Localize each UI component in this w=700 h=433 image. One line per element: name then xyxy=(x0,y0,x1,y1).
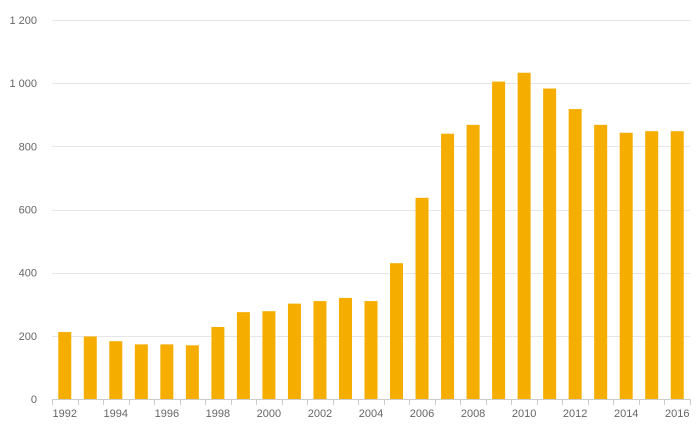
bar-2001 xyxy=(287,303,301,399)
x-tick-label: 2010 xyxy=(512,408,536,420)
x-tick-label: 2004 xyxy=(359,408,383,420)
bar-2014 xyxy=(619,132,633,399)
y-tick-label: 200 xyxy=(19,331,37,343)
x-tick-label: 2000 xyxy=(257,408,281,420)
x-tick-label: 1994 xyxy=(104,408,128,420)
bar-2007 xyxy=(441,133,455,399)
bar-2012 xyxy=(568,109,582,399)
bar-1993 xyxy=(83,336,97,399)
bar-1992 xyxy=(58,332,72,399)
x-tick-label: 2016 xyxy=(665,408,689,420)
bar-2008 xyxy=(466,124,480,400)
bar-2004 xyxy=(364,301,378,399)
bar-2006 xyxy=(415,197,429,399)
x-tick-label: 2002 xyxy=(308,408,332,420)
x-tick-label: 1996 xyxy=(155,408,179,420)
bar-2011 xyxy=(543,88,557,399)
gridlines xyxy=(52,20,690,337)
y-tick-label: 600 xyxy=(19,205,37,217)
x-tick-label: 2006 xyxy=(410,408,434,420)
bar-2009 xyxy=(492,81,506,399)
x-tick-label: 2012 xyxy=(563,408,587,420)
bar-2013 xyxy=(594,124,608,400)
x-tick-label: 1998 xyxy=(206,408,230,420)
bar-2005 xyxy=(390,263,404,399)
y-tick-label: 0 xyxy=(31,394,37,406)
bar-1999 xyxy=(236,312,250,399)
axes xyxy=(52,399,691,405)
y-tick-label: 400 xyxy=(19,268,37,280)
bar-1998 xyxy=(211,326,225,399)
bar-2000 xyxy=(262,311,276,399)
y-tick-label: 800 xyxy=(19,141,37,153)
bar-1996 xyxy=(160,344,174,399)
x-tick-label: 2008 xyxy=(461,408,485,420)
y-tick-label: 1 000 xyxy=(9,78,37,90)
bar-2015 xyxy=(645,131,659,400)
bar-1994 xyxy=(109,341,123,399)
bar-2016 xyxy=(670,131,684,400)
x-tick-label: 2014 xyxy=(614,408,638,420)
bar-1995 xyxy=(134,344,148,399)
bars xyxy=(58,72,684,400)
y-axis-labels: 0 200 400 600 800 1 000 1 200 xyxy=(9,15,37,406)
y-tick-label: 1 200 xyxy=(9,15,37,27)
x-axis-labels: 1992 1994 1996 1998 2000 2002 2004 2006 2008 2010… xyxy=(53,408,690,420)
bar-2003 xyxy=(338,297,352,399)
bar-1997 xyxy=(185,345,199,399)
bar-2010 xyxy=(517,72,531,400)
bar-2002 xyxy=(313,301,327,399)
x-tick-label: 1992 xyxy=(53,408,77,420)
